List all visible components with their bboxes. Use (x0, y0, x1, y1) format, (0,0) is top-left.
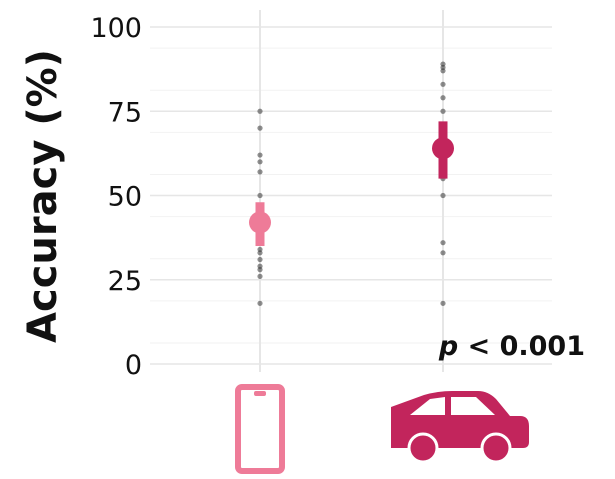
data-point (440, 108, 446, 114)
p-value-text: < 0.001 (458, 331, 585, 362)
data-point (440, 300, 446, 306)
data-point (257, 246, 263, 253)
car-icon (391, 391, 529, 464)
phone-icon (235, 384, 285, 474)
y-axis-label: Accuracy (%) (20, 49, 66, 343)
data-point (257, 263, 263, 269)
data-point (257, 192, 263, 199)
data-point (257, 108, 263, 114)
data-point (257, 125, 263, 131)
data-point (257, 256, 263, 263)
data-point (257, 152, 263, 158)
p-value-annotation: p < 0.001 (438, 331, 585, 362)
data-point (257, 273, 263, 279)
y-tick-labels: 0 25 50 75 100 (90, 13, 142, 381)
data-point (257, 300, 263, 306)
data-point (440, 192, 446, 199)
mean-point (432, 137, 454, 160)
y-tick-label: 100 (90, 13, 142, 44)
y-tick-label: 50 (108, 182, 142, 213)
data-point (440, 81, 446, 87)
y-tick-label: 75 (108, 97, 142, 128)
data-point (257, 159, 263, 165)
data-points (257, 61, 446, 306)
data-point (440, 61, 446, 67)
grid (150, 10, 552, 372)
data-point (440, 95, 446, 101)
data-point (440, 250, 446, 256)
p-value-symbol: p (438, 331, 458, 362)
y-tick-label: 0 (125, 350, 142, 381)
summary-markers (249, 121, 454, 247)
data-point (257, 169, 263, 175)
y-tick-label: 25 (108, 266, 142, 297)
mean-point (249, 211, 271, 234)
data-point (440, 240, 446, 246)
